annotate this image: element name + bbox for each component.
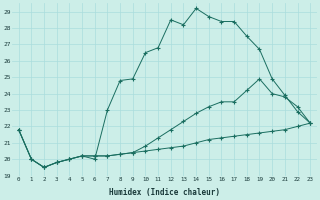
X-axis label: Humidex (Indice chaleur): Humidex (Indice chaleur) <box>109 188 220 197</box>
